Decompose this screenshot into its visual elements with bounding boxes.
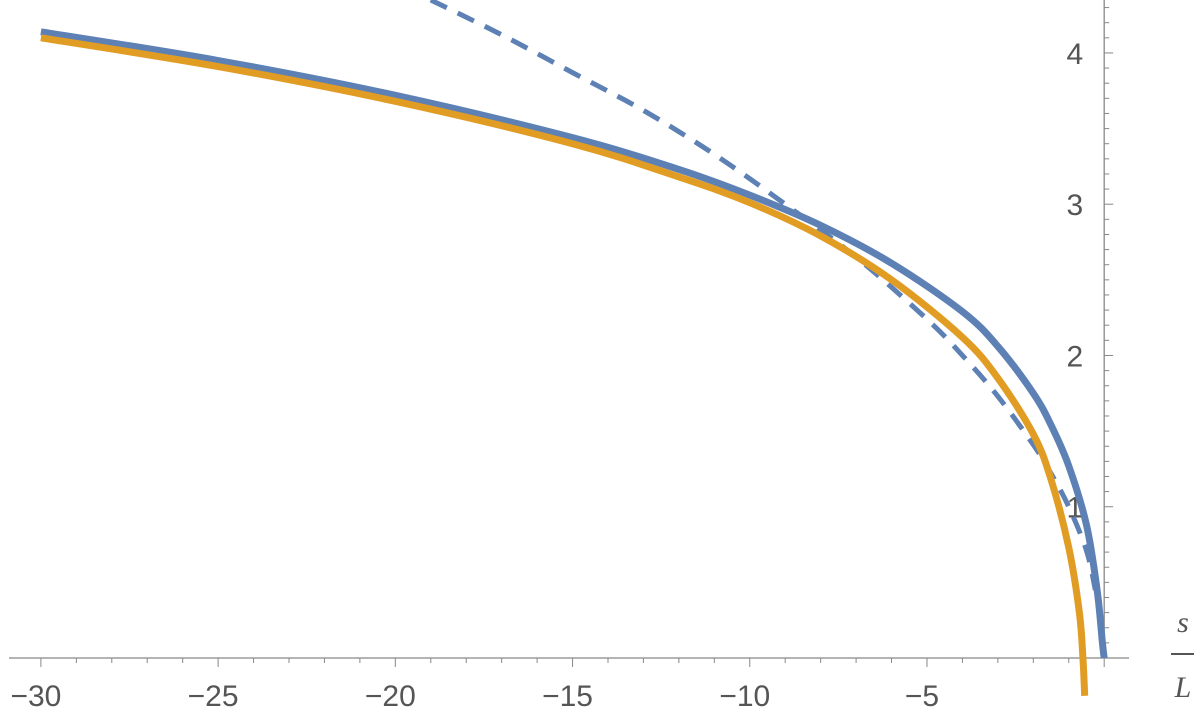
y-tick-label: 4 [1067, 38, 1084, 71]
x-axis-label-denominator: L [1174, 671, 1192, 704]
x-tick-label: −20 [365, 680, 416, 713]
series-layer [40, 0, 1108, 696]
x-tick-label: −25 [188, 680, 239, 713]
x-axis-label: s L [1171, 606, 1194, 704]
x-axis: −30 −25 −20 −15 −10 −5 [9, 657, 1129, 713]
solid-blue-series-line [40, 28, 1108, 659]
y-tick-label: 3 [1067, 189, 1084, 222]
orange-series-line [40, 34, 1089, 696]
x-tick-label: −5 [905, 680, 939, 713]
x-axis-label-numerator: s [1177, 606, 1189, 639]
x-tick-label: −10 [719, 680, 770, 713]
dashed-blue-series-line [429, 0, 1098, 591]
x-tick-label: −15 [542, 680, 593, 713]
x-tick-label: −30 [10, 680, 61, 713]
y-tick-label: 2 [1067, 340, 1084, 373]
